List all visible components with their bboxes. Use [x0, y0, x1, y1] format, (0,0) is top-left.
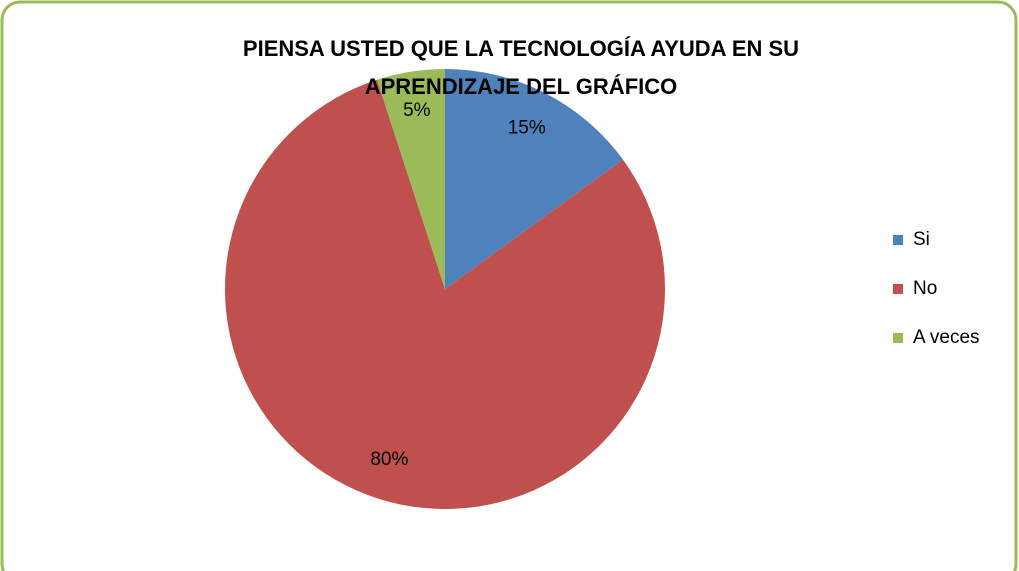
pie — [224, 69, 665, 509]
data-label: 5% — [403, 100, 431, 121]
legend-swatch — [893, 235, 903, 245]
legend-label: Si — [913, 229, 930, 250]
data-label: 15% — [508, 118, 546, 139]
data-label: 80% — [370, 449, 408, 470]
chart-title: PIENSA USTED QUE LA TECNOLOGÍA AYUDA EN … — [243, 36, 799, 61]
chart-title: APRENDIZAJE DEL GRÁFICO — [365, 74, 678, 99]
legend-swatch — [893, 333, 903, 343]
pie-slice — [377, 69, 445, 289]
legend-label: A veces — [913, 327, 980, 348]
legend-swatch — [893, 284, 903, 294]
pie-slice — [445, 69, 623, 289]
pie-slice — [224, 79, 665, 509]
legend-label: No — [913, 278, 937, 299]
